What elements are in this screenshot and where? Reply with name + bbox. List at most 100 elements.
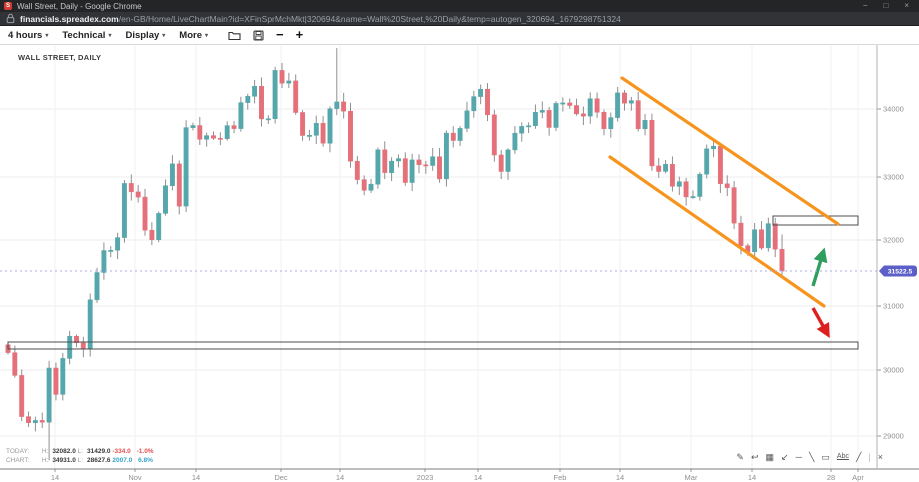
chevron-down-icon: ▾ — [108, 32, 112, 39]
x-axis-label: 2023 — [417, 473, 434, 482]
x-axis-label: Feb — [554, 473, 567, 482]
trend-channel-line[interactable] — [620, 76, 840, 226]
stats-today-row: TODAY: H: 32082.0 L: 31429.0 -334.0 -1.0% — [6, 447, 158, 456]
menu-timeframe-label: 4 hours — [8, 29, 43, 41]
candle-body — [669, 164, 675, 187]
address-bar[interactable]: financials.spreadex.com/en-GB/Home/LiveC… — [0, 12, 919, 26]
text-tool-icon[interactable]: Abc — [836, 453, 849, 460]
plus-icon: + — [295, 27, 304, 42]
candle-body — [615, 92, 621, 118]
candle-body — [265, 118, 271, 121]
menu-timeframe[interactable]: 4 hours ▾ — [8, 30, 48, 41]
menu-technical[interactable]: Technical ▾ — [62, 30, 111, 41]
x-axis-label: Mar — [685, 473, 698, 482]
minimize-button[interactable]: − — [862, 1, 868, 10]
save-chart-button[interactable] — [253, 29, 264, 41]
menu-more[interactable]: More ▾ — [179, 30, 208, 41]
candle-body — [683, 181, 689, 198]
close-button[interactable]: × — [904, 1, 909, 10]
scale-tool-icon[interactable]: ↙ — [781, 452, 789, 462]
candle-body — [594, 98, 600, 113]
candle-body — [711, 145, 716, 150]
candle-body — [238, 102, 244, 129]
stats-chart-high-label: H: — [41, 457, 49, 464]
horizontal-line-tool-icon[interactable]: ─ — [795, 452, 802, 462]
candle-body — [197, 125, 203, 140]
bearish-arrow[interactable] — [811, 307, 830, 338]
pencil-tool-icon[interactable]: ✎ — [736, 452, 744, 462]
stats-today-label: TODAY: — [6, 448, 30, 455]
stats-today-change: -334.0 — [112, 448, 131, 455]
candle-body — [478, 88, 484, 97]
x-axis-label: 14 — [616, 473, 624, 482]
candle-body — [765, 223, 771, 249]
candle-body — [382, 149, 388, 173]
candle-body — [704, 148, 710, 175]
zoom-in-button[interactable]: + — [296, 28, 304, 42]
candle-body — [26, 416, 31, 423]
ray-tool-icon[interactable]: ╱ — [855, 452, 862, 462]
candle-body — [416, 159, 422, 165]
candle-body — [224, 125, 230, 139]
candle-body — [231, 125, 237, 129]
candle-body — [580, 113, 586, 117]
y-axis-label: 33000 — [883, 173, 904, 182]
price-zone-rectangle[interactable] — [7, 341, 859, 350]
candle-body — [190, 125, 196, 128]
menu-display-label: Display — [125, 29, 160, 41]
undo-tool-icon[interactable]: ↩ — [750, 452, 759, 462]
toolbar-divider: | — [868, 452, 871, 462]
open-chart-button[interactable] — [228, 30, 241, 41]
y-axis-label: 29000 — [883, 432, 904, 441]
candle-body — [532, 112, 538, 126]
x-axis-label: 14 — [474, 473, 482, 482]
zoom-out-button[interactable]: − — [276, 28, 284, 42]
close-tools-icon[interactable]: × — [877, 452, 883, 462]
bullish-arrow[interactable] — [811, 247, 828, 287]
candle-body — [539, 110, 545, 113]
trendline-tool-icon[interactable]: ╲ — [808, 452, 815, 462]
candle-body — [306, 135, 312, 137]
stats-today-high-label: H: — [41, 448, 49, 455]
candle-body — [622, 92, 627, 104]
candle-body — [676, 181, 682, 187]
candle-body — [19, 375, 25, 417]
toolbar-icon-group: − + — [228, 28, 303, 42]
candle-body — [498, 154, 504, 172]
candle-body — [217, 137, 223, 140]
rectangle-tool-icon[interactable]: ▭ — [821, 452, 830, 462]
candle-body — [259, 86, 264, 120]
candle-body — [717, 145, 723, 185]
candle-body — [759, 229, 764, 249]
current-price-badge — [879, 265, 917, 277]
candle-body — [32, 420, 38, 424]
candle-body — [402, 158, 408, 183]
price-chart[interactable]: 34000 33000 32000 31000 30000 29000 14 Nov 14 Dec… — [0, 45, 919, 482]
candle-body — [361, 179, 367, 191]
candle-body — [368, 183, 374, 191]
candle-body — [649, 120, 655, 167]
candle-body — [300, 112, 306, 136]
candle-body — [142, 196, 148, 231]
maximize-button[interactable]: □ — [883, 1, 889, 10]
stats-today-high: 32082.0 — [52, 448, 76, 455]
candle-body — [279, 70, 285, 84]
menu-display[interactable]: Display ▾ — [125, 30, 165, 41]
grid-tool-icon[interactable]: ▦ — [765, 452, 775, 462]
candle-body — [526, 125, 532, 128]
candle-body — [574, 105, 579, 115]
candle-body — [101, 250, 107, 273]
trend-channel-line[interactable] — [608, 155, 826, 308]
price-zone-rectangle[interactable] — [772, 215, 859, 226]
candle-body — [587, 98, 593, 117]
stats-chart-high: 34931.0 — [52, 457, 76, 464]
current-price-value: 31522.5 — [888, 268, 913, 275]
stats-today-low: 31429.0 — [87, 448, 111, 455]
candle-body — [327, 108, 333, 144]
candle-body — [423, 164, 429, 167]
candle-body — [553, 103, 559, 128]
candle-body — [176, 163, 182, 207]
chart-area[interactable]: 34000 33000 32000 31000 30000 29000 14 Nov 14 Dec… — [0, 45, 919, 482]
stats-chart-change: 2007.0 — [112, 457, 133, 464]
candle-body — [663, 164, 669, 172]
